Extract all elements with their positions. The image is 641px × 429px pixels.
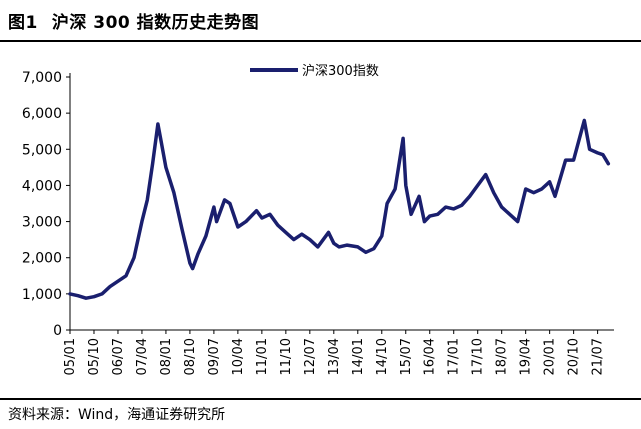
- x-tick-label: 18/07: [495, 338, 510, 375]
- y-tick-label: 6,000: [22, 106, 62, 122]
- x-tick-label: 11/10: [279, 338, 294, 375]
- line-chart: 0 1,000 2,000 3,000 4,000 5,000 6,000 7,000 05/0…: [22, 63, 614, 375]
- source-rule: [0, 398, 641, 400]
- x-tick-label: 12/07: [303, 338, 318, 375]
- x-tick-label: 17/01: [447, 338, 462, 375]
- figure-title: 图1 沪深 300 指数历史走势图: [8, 8, 259, 33]
- x-tick-label: 08/01: [159, 338, 174, 375]
- x-tick-label: 11/01: [255, 338, 270, 375]
- x-tick-label: 20/01: [543, 338, 558, 375]
- x-tick-label: 07/04: [135, 338, 150, 375]
- x-tick-label: 16/04: [423, 338, 438, 375]
- figure-number: 图1: [8, 13, 38, 33]
- x-tick-label: 13/04: [327, 338, 342, 375]
- series-line-hs300: [68, 118, 611, 300]
- x-tick-label: 14/01: [351, 338, 366, 375]
- legend-label: 沪深300指数: [302, 63, 379, 79]
- x-tick-label: 05/10: [87, 338, 102, 375]
- x-tick-label: 20/10: [567, 338, 582, 375]
- x-tick-label: 15/07: [399, 338, 414, 375]
- x-tick-label: 17/10: [471, 338, 486, 375]
- x-tick-label: 08/10: [183, 338, 198, 375]
- source-note: 资料来源：Wind，海通证券研究所: [8, 407, 226, 423]
- title-rule: [0, 40, 641, 42]
- x-tick-label: 14/10: [375, 338, 390, 375]
- y-tick-label: 0: [53, 323, 62, 339]
- x-tick-label: 10/04: [231, 338, 246, 375]
- figure-title-text: 沪深 300 指数历史走势图: [51, 13, 260, 33]
- y-tick-label: 1,000: [22, 287, 62, 303]
- y-tick-label: 3,000: [22, 215, 62, 231]
- y-tick-label: 7,000: [22, 70, 62, 86]
- y-tick-label: 4,000: [22, 178, 62, 194]
- x-tick-label: 19/04: [519, 338, 534, 375]
- y-tick-label: 2,000: [22, 251, 62, 267]
- x-tick-label: 06/07: [111, 338, 126, 375]
- x-tick-label: 05/01: [63, 338, 78, 375]
- y-tick-label: 5,000: [22, 142, 62, 158]
- x-tick-label: 21/07: [591, 338, 606, 375]
- x-tick-label: 09/07: [207, 338, 222, 375]
